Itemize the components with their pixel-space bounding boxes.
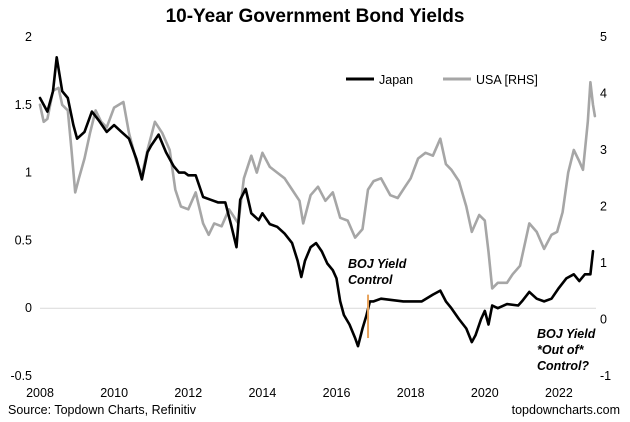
legend-label-usa: USA [RHS]: [476, 73, 538, 87]
left-tick-label: 2: [25, 30, 32, 44]
annotation-boj-control-line1: BOJ Yield: [348, 257, 407, 271]
right-tick-label: 3: [600, 143, 607, 157]
right-tick-label: 5: [600, 30, 607, 44]
annotation-boj-out-of-control-line3: Control?: [537, 359, 589, 373]
series-line-usa: [38, 80, 597, 290]
x-tick-label: 2022: [545, 386, 573, 400]
right-tick-label: -1: [600, 369, 611, 383]
left-axis-ticks: 2 1.5 1 0.5 0 -0.5: [10, 30, 32, 383]
left-tick-label: 0.5: [15, 233, 32, 247]
right-tick-label: 1: [600, 256, 607, 270]
x-tick-label: 2014: [248, 386, 276, 400]
source-note: Source: Topdown Charts, Refinitiv: [8, 403, 197, 417]
x-tick-label: 2010: [100, 386, 128, 400]
legend: Japan USA [RHS]: [346, 73, 538, 87]
right-tick-label: 0: [600, 313, 607, 327]
x-tick-label: 2016: [323, 386, 351, 400]
right-tick-label: 2: [600, 200, 607, 214]
left-tick-label: 1: [25, 166, 32, 180]
x-axis-ticks: 2008 2010 2012 2014 2016 2018 2020 2022: [26, 386, 573, 400]
x-tick-label: 2020: [471, 386, 499, 400]
annotation-boj-out-of-control-line1: BOJ Yield: [537, 327, 596, 341]
annotation-boj-control-line2: Control: [348, 273, 393, 287]
right-axis-ticks: 5 4 3 2 1 0 -1: [600, 30, 611, 383]
left-tick-label: 0: [25, 301, 32, 315]
annotation-boj-out-of-control-line2: *Out of*: [537, 343, 585, 357]
x-tick-label: 2018: [397, 386, 425, 400]
x-tick-label: 2008: [26, 386, 54, 400]
x-tick-label: 2012: [174, 386, 202, 400]
series-line-japan: [38, 56, 595, 348]
series-layer: [38, 56, 597, 348]
left-tick-label: 1.5: [15, 98, 32, 112]
website-label: topdowncharts.com: [512, 403, 620, 417]
left-tick-label: -0.5: [10, 369, 32, 383]
right-tick-label: 4: [600, 87, 607, 101]
legend-label-japan: Japan: [379, 73, 413, 87]
chart-title: 10-Year Government Bond Yields: [166, 6, 465, 27]
